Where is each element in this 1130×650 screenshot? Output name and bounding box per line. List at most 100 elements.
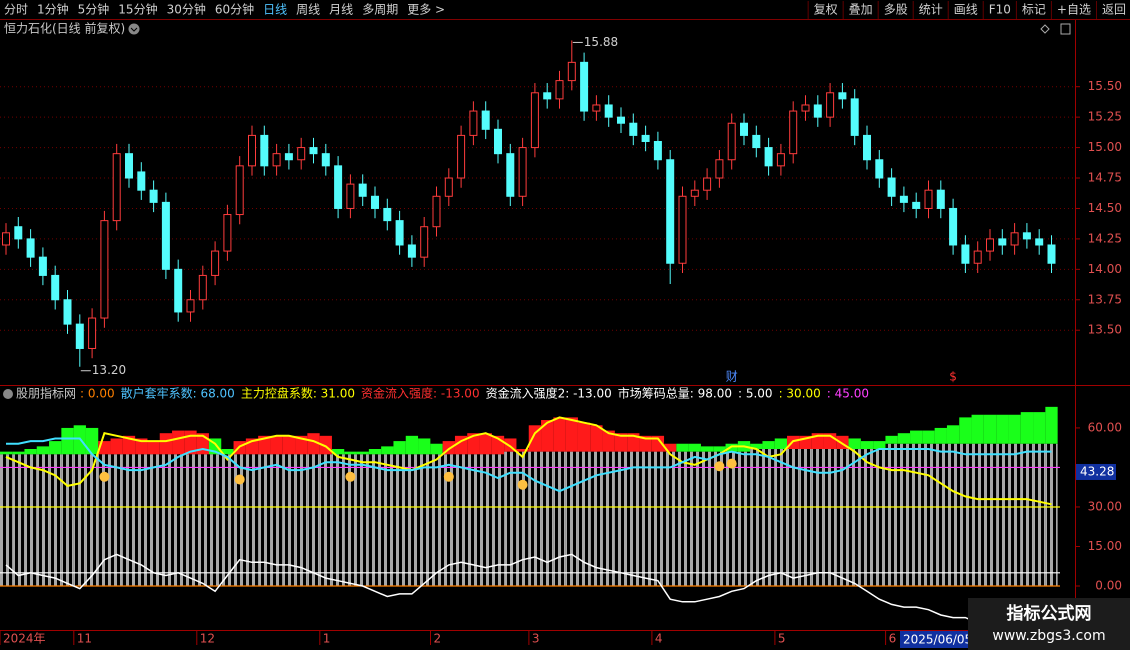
volume-bar: [700, 451, 714, 587]
toolbar-item[interactable]: 分时: [4, 3, 28, 17]
candle-body: [592, 104, 601, 112]
candle-body: [555, 80, 564, 100]
volume-bar: [393, 454, 406, 587]
legend-item: 主力控盘系数: 31.00: [241, 386, 355, 401]
fill-bar: [664, 443, 677, 452]
volume-bar: [12, 454, 25, 587]
volume-bar: [885, 443, 898, 587]
volume-bar: [1045, 443, 1058, 587]
candle-body: [998, 238, 1007, 246]
menu-icon-arrow: [130, 27, 138, 32]
candle-body: [469, 110, 478, 136]
legend-item: 资金流入强度2: -13.00: [486, 386, 612, 401]
volume-bar: [750, 449, 763, 587]
toolbar-item[interactable]: 更多 >: [407, 3, 445, 17]
volume-bar: [454, 454, 468, 587]
fill-bar: [897, 433, 911, 444]
event-marker[interactable]: $: [949, 370, 957, 384]
toolbar-item[interactable]: 日线: [263, 3, 287, 17]
volume-bar: [971, 443, 984, 587]
fill-bar: [725, 443, 738, 452]
menu-icon[interactable]: [3, 389, 13, 399]
fill-bar: [295, 435, 308, 455]
toolbar-item[interactable]: 5分钟: [78, 2, 110, 17]
toolbar-item[interactable]: 月线: [329, 3, 353, 17]
candle-body: [666, 159, 675, 264]
toolbar-item[interactable]: F10: [989, 3, 1011, 17]
cursor-value-label: 43.28: [1080, 464, 1114, 478]
volume-bar: [737, 451, 751, 587]
cursor-date-label: 2025/06/05/: [903, 633, 977, 647]
candle-body: [641, 134, 650, 142]
volume-bar: [110, 454, 123, 587]
toolbar-item[interactable]: 30分钟: [167, 2, 206, 17]
toolbar-item[interactable]: 周线: [296, 3, 320, 17]
toolbar-item[interactable]: 统计: [919, 3, 943, 17]
volume-bar: [541, 451, 554, 587]
volume-bar: [565, 451, 578, 587]
volume-bar: [614, 451, 628, 587]
fill-bar: [959, 417, 972, 444]
toolbar-item[interactable]: +自选: [1057, 3, 1091, 17]
candle-body: [137, 171, 146, 191]
candle-body: [1047, 244, 1056, 264]
signal-icon: [726, 458, 737, 469]
watermark-title: 指标公式网: [1007, 603, 1092, 624]
volume-bar: [319, 454, 332, 587]
toolbar-item[interactable]: 15分钟: [118, 2, 157, 17]
legend-item: : 45.00: [827, 387, 869, 401]
indicator-line: [5, 553, 1052, 627]
volume-bar: [627, 451, 640, 587]
candle-body: [481, 110, 490, 130]
candle-body: [309, 147, 318, 155]
candle-body: [887, 177, 896, 197]
fill-bar: [750, 443, 763, 450]
candle-body: [703, 177, 712, 191]
toolbar-item[interactable]: 多周期: [362, 3, 398, 17]
volume-bar: [405, 454, 419, 587]
window-icon[interactable]: [1060, 23, 1071, 35]
fill-bar: [282, 435, 296, 455]
candle-body: [457, 134, 466, 179]
candle-body: [1022, 232, 1031, 240]
fill-bar: [565, 417, 578, 452]
candle-body: [924, 189, 933, 209]
volume-bar: [664, 451, 677, 587]
candle-body: [260, 134, 269, 167]
candle-body: [100, 220, 109, 319]
toolbar-item[interactable]: 返回: [1102, 3, 1126, 17]
y-tick-label: 60.00: [1088, 420, 1122, 434]
volume-bar: [479, 454, 492, 587]
toolbar-item[interactable]: 画线: [954, 3, 978, 17]
toolbar-item[interactable]: 60分钟: [215, 2, 254, 17]
volume-bar: [922, 443, 935, 587]
toolbar-item[interactable]: 标记: [1022, 3, 1046, 17]
candle-body: [826, 92, 835, 118]
event-marker[interactable]: 财: [726, 370, 738, 384]
volume-bar: [873, 449, 886, 587]
toolbar-item[interactable]: 叠加: [849, 3, 873, 17]
y-tick-label: 30.00: [1088, 499, 1122, 513]
toolbar-item[interactable]: 1分钟: [37, 2, 69, 17]
fill-bar: [946, 425, 960, 444]
fill-bar: [774, 438, 788, 450]
menu-icon[interactable]: [128, 23, 140, 35]
volume-bar: [959, 443, 972, 587]
fill-bar: [368, 449, 382, 455]
cursor-value-box: [1076, 463, 1116, 480]
candle-body: [838, 92, 847, 100]
fill-bar: [1033, 412, 1046, 444]
y-tick-label: 15.50: [1088, 79, 1122, 93]
candle-body: [543, 92, 552, 100]
diamond-icon[interactable]: [1040, 24, 1050, 34]
volume-bar: [147, 454, 160, 587]
volume-bar: [762, 449, 775, 587]
toolbar-item[interactable]: 多股: [884, 3, 908, 17]
candle-body: [383, 207, 392, 222]
candle-body: [297, 147, 306, 161]
volume-bar: [860, 449, 874, 587]
fill-bar: [159, 433, 173, 455]
toolbar-item[interactable]: 复权: [814, 3, 838, 17]
fill-bar: [405, 435, 419, 455]
